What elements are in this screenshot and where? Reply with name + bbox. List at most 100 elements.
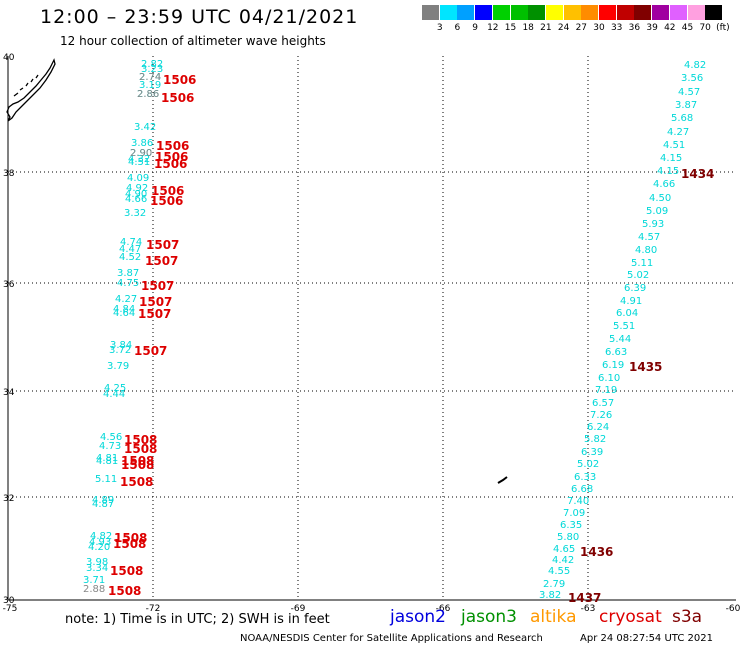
wave-height-value: 4.52 — [119, 252, 141, 263]
colorbar-label: 70 — [699, 23, 711, 33]
wave-height-value: 6.24 — [587, 422, 609, 433]
wave-height-value: 4.84 — [113, 304, 135, 315]
credit-line: NOAA/NESDIS Center for Satellite Applica… — [240, 633, 543, 644]
colorbar-label: 27 — [575, 23, 588, 33]
wave-height-value: 2.82 — [141, 59, 163, 70]
wave-height-value: 2.88 — [83, 584, 105, 595]
wave-height-value: 4.27 — [115, 294, 137, 305]
wave-height-value: 4.47 — [119, 244, 141, 255]
wave-height-value: 4.75 — [117, 278, 139, 289]
pass-id-label: 1508 — [113, 537, 146, 551]
wave-height-value: 4.20 — [88, 542, 110, 553]
wave-height-value: 2.74 — [139, 72, 161, 83]
wave-height-value: 4.57 — [638, 232, 660, 243]
pass-id-label: 1506 — [155, 150, 188, 164]
longitude-tick-label: -75 — [3, 604, 18, 614]
wave-height-value: 3.84 — [110, 340, 132, 351]
generated-timestamp: Apr 24 08:27:54 UTC 2021 — [580, 633, 713, 644]
pass-id-label: 1506 — [163, 73, 196, 87]
latitude-tick-labels: 40 38 36 34 32 30 — [3, 53, 15, 606]
pass-id-label: 1506 — [150, 194, 183, 208]
colorbar-label: 36 — [628, 23, 641, 33]
colorbar-swatch — [634, 5, 652, 20]
wave-height-value: 5.11 — [95, 474, 117, 485]
wave-height-value: 4.15 — [660, 153, 682, 164]
wave-height-value: 7.26 — [590, 410, 612, 421]
colorbar-swatch — [705, 5, 723, 20]
pass-id-label: 1506 — [151, 184, 184, 198]
wave-height-value: 5.80 — [557, 532, 579, 543]
colorbar-swatch — [510, 5, 528, 20]
pass-id-label: 1507 — [146, 238, 179, 252]
pass-id-label: 1506 — [154, 157, 187, 171]
longitude-tick-label: -63 — [581, 604, 596, 614]
colorbar-swatch — [492, 5, 510, 20]
wave-height-value: 4.81 — [96, 453, 118, 464]
wave-height-value: 6.19 — [602, 360, 624, 371]
wave-height-value: 6.68 — [571, 484, 593, 495]
wave-height-value: 7.09 — [563, 508, 585, 519]
wave-height-value: 3.71 — [83, 575, 105, 586]
wave-height-value: 4.80 — [635, 245, 657, 256]
wave-height-value: 6.39 — [581, 447, 603, 458]
wave-height-value: 3.72 — [109, 345, 131, 356]
colorbar-label: 33 — [610, 23, 623, 33]
wave-height-value: 3.19 — [139, 80, 161, 91]
legend-altika: altika — [530, 607, 577, 627]
colorbar-swatch — [669, 5, 687, 20]
colorbar-label: (ft) — [716, 23, 730, 33]
wave-height-tracks: 2.823.232.743.192.863.423.862.904.324.51… — [83, 59, 706, 601]
latitude-tick-label: 32 — [3, 494, 14, 504]
latitude-tick-label: 38 — [3, 169, 15, 179]
wave-height-value: 4.93 — [89, 537, 111, 548]
wave-height-value: 4.42 — [552, 555, 574, 566]
colorbar-label: 21 — [540, 23, 552, 33]
colorbar-label: 30 — [593, 23, 605, 33]
map-subtitle: 12 hour collection of altimeter wave hei… — [60, 34, 326, 48]
wave-height-value: 4.25 — [104, 383, 126, 394]
latitude-tick-label: 40 — [3, 53, 15, 63]
wave-height-value: 4.92 — [126, 183, 148, 194]
wave-height-value: 2.86 — [137, 89, 159, 100]
wave-height-value: 2.86 — [137, 89, 159, 100]
wave-height-value: 4.51 — [128, 157, 150, 168]
wave-height-value: 4.82 — [90, 531, 112, 542]
pass-id-label: 1506 — [156, 139, 189, 153]
wave-height-value: 5.11 — [631, 258, 653, 269]
wave-height-value: 5.02 — [627, 270, 649, 281]
legend-jason3: jason3 — [461, 607, 517, 627]
wave-height-value: 4.51 — [663, 140, 685, 151]
graticule — [8, 56, 736, 600]
wave-height-value: 4.66 — [125, 194, 147, 205]
colorbar-swatch — [422, 5, 439, 20]
wave-height-value: 3.23 — [141, 64, 163, 75]
wave-height-value: 4.57 — [678, 87, 700, 98]
wave-height-value: 4.27 — [667, 127, 689, 138]
pass-id-label: 1508 — [110, 564, 143, 578]
wave-height-value: 4.50 — [649, 193, 671, 204]
pass-id-label: 1508 — [108, 584, 141, 598]
wave-height-value: 4.91 — [620, 296, 642, 307]
wave-height-value: 4.87 — [92, 499, 114, 510]
wave-height-value: 3.82 — [539, 590, 561, 601]
wave-height-value: 2.90 — [130, 148, 152, 159]
island-outline — [497, 476, 508, 484]
wave-height-value: 5.93 — [642, 219, 664, 230]
colorbar-swatch — [581, 5, 599, 20]
longitude-tick-label: -66 — [436, 604, 451, 614]
wave-height-value: 3.56 — [681, 73, 703, 84]
colorbar-swatch — [457, 5, 475, 20]
colorbar-swatch — [475, 5, 493, 20]
wave-height-value: 4.65 — [553, 544, 575, 555]
wave-height-value: 4.15 — [657, 166, 679, 177]
colorbar-label: 39 — [646, 23, 658, 33]
colorbar-label: 18 — [522, 23, 534, 33]
colorbar-label: 12 — [487, 23, 499, 33]
colorbar-swatch — [616, 5, 634, 20]
wave-height-value: 6.10 — [598, 373, 620, 384]
wave-height-value: 4.90 — [125, 189, 147, 200]
wave-height-value: 5.68 — [671, 113, 693, 124]
wave-height-value: 4.73 — [99, 441, 121, 452]
colorbar-swatch — [439, 5, 457, 20]
longitude-tick-label: -69 — [291, 604, 306, 614]
